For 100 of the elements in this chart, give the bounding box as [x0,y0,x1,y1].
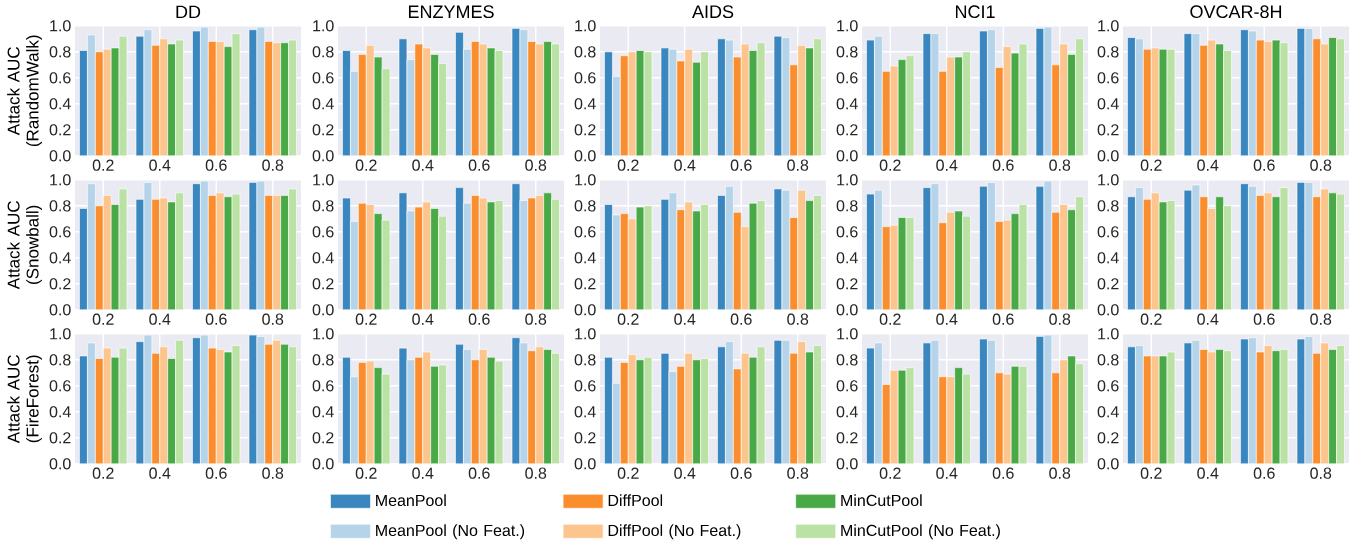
y-tick-label: 0.0 [312,304,334,316]
legend-label: DiffPool (No Feat.) [608,524,741,540]
x-tick-label: 0.4 [1197,313,1219,325]
x-tick-label: 0.6 [1253,159,1275,171]
y-tick-label: 0.0 [1097,150,1119,162]
y-tick-label: 0.2 [312,432,334,444]
y-tick-label: 1.0 [313,328,334,340]
y-tick-label: 0.8 [312,46,334,58]
y-tick-label: 0.2 [1097,278,1119,290]
x-tick-label: 0.4 [936,159,958,171]
y-tick-label: 0.2 [836,124,858,136]
y-tick-label: 0.6 [49,380,71,392]
chart-title: DD [176,5,201,18]
y-tick-label: 1.0 [1098,20,1119,32]
legend-label: MeanPool [376,494,446,506]
x-tick-label: 0.6 [205,313,227,325]
legend-label: DiffPool [608,494,663,506]
x-tick-label: 0.4 [412,467,434,479]
y-tick-label: 0.6 [49,226,71,238]
x-tick-label: 0.6 [1253,467,1275,479]
x-tick-label: 0.8 [525,159,547,171]
y-tick-label: 0.4 [1097,406,1119,418]
y-tick-label: 0.8 [574,46,596,58]
y-tick-label: 0.4 [574,406,596,418]
y-tick-label: 0.6 [836,72,858,84]
x-tick-label: 0.8 [1049,467,1071,479]
y-tick-label: 0.4 [836,252,858,264]
y-tick-label: 1.0 [837,328,858,340]
x-tick-label: 0.6 [468,159,490,171]
y-tick-label: 0.4 [836,406,858,418]
x-tick-label: 0.2 [617,159,639,171]
x-tick-label: 0.4 [674,313,696,325]
x-tick-label: 0.4 [149,467,171,479]
y-tick-label: 0.0 [49,458,71,470]
x-tick-label: 0.8 [787,159,809,171]
x-tick-label: 0.6 [992,159,1014,171]
y-tick-label: 1.0 [575,174,596,186]
y-tick-label: 0.2 [1097,432,1119,444]
x-tick-label: 0.2 [879,313,901,325]
x-tick-label: 0.8 [1310,313,1332,325]
y-tick-label: 1.0 [50,20,71,32]
y-tick-label: 0.2 [49,432,71,444]
x-tick-label: 0.2 [92,159,114,171]
y-tick-label: 0.4 [49,252,71,264]
x-tick-label: 0.8 [1049,159,1071,171]
x-tick-label: 0.6 [730,159,752,171]
x-tick-label: 0.6 [468,313,490,325]
legend-label: MinCutPool (No Feat.) [841,524,1000,540]
x-tick-label: 0.2 [617,313,639,325]
y-tick-label: 0.4 [1097,252,1119,264]
x-tick-label: 0.6 [992,467,1014,479]
y-tick-label: 0.0 [574,458,596,470]
x-tick-label: 0.2 [1140,313,1162,325]
x-tick-label: 0.8 [525,467,547,479]
chart-title: AIDS [692,5,734,18]
y-tick-label: 0.6 [312,226,334,238]
x-tick-label: 0.8 [1310,467,1332,479]
y-tick-label: 1.0 [575,328,596,340]
x-tick-label: 0.2 [879,159,901,171]
y-tick-label: 0.6 [836,380,858,392]
legend-label: MinCutPool [841,494,922,506]
y-tick-label: 0.4 [49,406,71,418]
y-tick-label: 0.2 [574,278,596,290]
y-tick-label: 0.6 [312,72,334,84]
y-tick-label: 0.0 [49,150,71,162]
x-tick-label: 0.8 [262,159,284,171]
y-tick-label: 0.8 [1097,354,1119,366]
y-tick-label: 0.6 [574,380,596,392]
y-tick-label: 1.0 [50,328,71,340]
y-tick-label: 0.6 [574,72,596,84]
x-tick-label: 0.8 [1049,313,1071,325]
y-tick-label: 0.4 [574,98,596,110]
x-tick-label: 0.8 [525,313,547,325]
x-tick-label: 0.2 [92,467,114,479]
y-tick-label: 0.8 [49,200,71,212]
y-tick-label: 0.0 [836,150,858,162]
y-tick-label: 1.0 [837,174,858,186]
y-tick-label: 0.6 [49,72,71,84]
y-tick-label: 0.8 [1097,200,1119,212]
x-tick-label: 0.2 [92,313,114,325]
chart-title: NCI1 [955,5,995,18]
y-tick-label: 0.6 [1097,72,1119,84]
y-tick-label: 0.6 [836,226,858,238]
x-tick-label: 0.4 [674,467,696,479]
chart-title: ENZYMES [408,5,494,18]
y-tick-label: 0.8 [836,200,858,212]
y-tick-label: 0.4 [836,98,858,110]
x-tick-label: 0.6 [205,467,227,479]
y-tick-label: 1.0 [1098,174,1119,186]
y-tick-label: 0.0 [836,304,858,316]
y-tick-label: 0.8 [1097,46,1119,58]
y-axis-title: Attack AUC (Snowball) [7,200,42,290]
y-tick-label: 0.6 [1097,380,1119,392]
x-tick-label: 0.2 [355,467,377,479]
x-tick-label: 0.4 [936,467,958,479]
y-tick-label: 1.0 [313,20,334,32]
x-tick-label: 0.4 [149,313,171,325]
y-tick-label: 0.8 [49,354,71,366]
x-tick-label: 0.6 [205,159,227,171]
x-tick-label: 0.8 [787,313,809,325]
